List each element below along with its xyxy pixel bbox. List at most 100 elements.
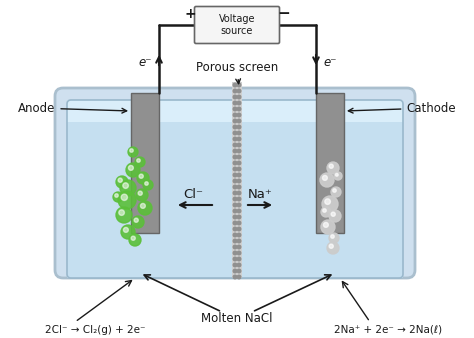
- Circle shape: [237, 275, 241, 279]
- Circle shape: [131, 236, 135, 240]
- Circle shape: [121, 225, 135, 239]
- Circle shape: [233, 179, 237, 183]
- FancyBboxPatch shape: [194, 6, 280, 44]
- Circle shape: [233, 239, 237, 243]
- Bar: [232, 82, 242, 278]
- Circle shape: [233, 173, 237, 177]
- Circle shape: [233, 119, 237, 123]
- Circle shape: [233, 227, 237, 231]
- Circle shape: [233, 221, 237, 225]
- Circle shape: [233, 215, 237, 219]
- Circle shape: [233, 131, 237, 135]
- Circle shape: [134, 218, 138, 222]
- Circle shape: [237, 197, 241, 201]
- Circle shape: [237, 173, 241, 177]
- Circle shape: [237, 143, 241, 147]
- Circle shape: [334, 172, 342, 180]
- Circle shape: [237, 209, 241, 213]
- Circle shape: [237, 257, 241, 261]
- Circle shape: [137, 159, 140, 162]
- Circle shape: [138, 201, 152, 215]
- Circle shape: [137, 172, 149, 184]
- Circle shape: [237, 233, 241, 237]
- Circle shape: [233, 161, 237, 165]
- Circle shape: [233, 125, 237, 129]
- Circle shape: [233, 263, 237, 267]
- Bar: [316, 93, 344, 233]
- Circle shape: [237, 221, 241, 225]
- Text: Porous screen: Porous screen: [196, 61, 278, 84]
- Circle shape: [118, 178, 122, 182]
- Circle shape: [237, 107, 241, 111]
- Text: e⁻: e⁻: [138, 56, 152, 70]
- Circle shape: [237, 245, 241, 249]
- Circle shape: [237, 215, 241, 219]
- Circle shape: [237, 185, 241, 189]
- Circle shape: [237, 89, 241, 93]
- Circle shape: [237, 83, 241, 87]
- Circle shape: [331, 187, 341, 197]
- Circle shape: [237, 161, 241, 165]
- Circle shape: [233, 155, 237, 159]
- Circle shape: [237, 263, 241, 267]
- Circle shape: [233, 191, 237, 195]
- Circle shape: [233, 269, 237, 273]
- Circle shape: [136, 189, 148, 201]
- Circle shape: [138, 191, 142, 195]
- Circle shape: [237, 227, 241, 231]
- Circle shape: [237, 95, 241, 99]
- Circle shape: [233, 149, 237, 153]
- Bar: [67, 100, 403, 278]
- Circle shape: [237, 179, 241, 183]
- Text: e⁻: e⁻: [323, 56, 337, 70]
- Circle shape: [327, 242, 339, 254]
- Circle shape: [237, 113, 241, 117]
- Circle shape: [233, 143, 237, 147]
- Circle shape: [331, 212, 335, 216]
- Text: −: −: [278, 6, 291, 22]
- Circle shape: [329, 244, 333, 248]
- Circle shape: [336, 173, 338, 176]
- Circle shape: [121, 194, 128, 200]
- Circle shape: [233, 197, 237, 201]
- Circle shape: [116, 176, 128, 188]
- Circle shape: [233, 101, 237, 105]
- Circle shape: [233, 83, 237, 87]
- Text: Voltage
source: Voltage source: [219, 14, 255, 36]
- Circle shape: [233, 233, 237, 237]
- Circle shape: [237, 149, 241, 153]
- Circle shape: [132, 216, 144, 228]
- Circle shape: [233, 113, 237, 117]
- Circle shape: [233, 95, 237, 99]
- Circle shape: [329, 164, 333, 168]
- Circle shape: [139, 174, 143, 178]
- Circle shape: [120, 180, 136, 196]
- Circle shape: [237, 239, 241, 243]
- Circle shape: [233, 209, 237, 213]
- Circle shape: [321, 220, 335, 234]
- Circle shape: [233, 257, 237, 261]
- Circle shape: [233, 275, 237, 279]
- Circle shape: [126, 163, 140, 177]
- Bar: [131, 93, 159, 233]
- Circle shape: [237, 155, 241, 159]
- Circle shape: [128, 147, 138, 157]
- Circle shape: [331, 235, 334, 238]
- Circle shape: [322, 175, 328, 180]
- Circle shape: [233, 203, 237, 207]
- FancyBboxPatch shape: [55, 88, 415, 278]
- Circle shape: [237, 125, 241, 129]
- Bar: [67, 100, 403, 122]
- Circle shape: [233, 251, 237, 255]
- Text: Na⁺: Na⁺: [247, 188, 273, 200]
- Circle shape: [333, 189, 336, 192]
- Circle shape: [237, 137, 241, 141]
- Circle shape: [233, 185, 237, 189]
- Circle shape: [237, 101, 241, 105]
- Circle shape: [123, 227, 128, 232]
- Circle shape: [323, 209, 326, 212]
- Circle shape: [119, 210, 124, 215]
- Text: Cathode: Cathode: [348, 101, 456, 115]
- Circle shape: [329, 233, 339, 243]
- Circle shape: [237, 203, 241, 207]
